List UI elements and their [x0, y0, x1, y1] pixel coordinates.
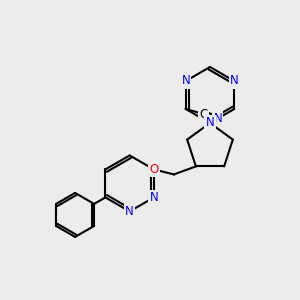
Text: O: O: [149, 163, 158, 176]
Text: N: N: [230, 74, 239, 88]
Text: C: C: [200, 107, 208, 121]
Text: N: N: [213, 112, 222, 124]
Text: N: N: [182, 74, 190, 88]
Text: N: N: [206, 116, 214, 130]
Text: N: N: [149, 191, 158, 204]
Text: N: N: [125, 205, 134, 218]
